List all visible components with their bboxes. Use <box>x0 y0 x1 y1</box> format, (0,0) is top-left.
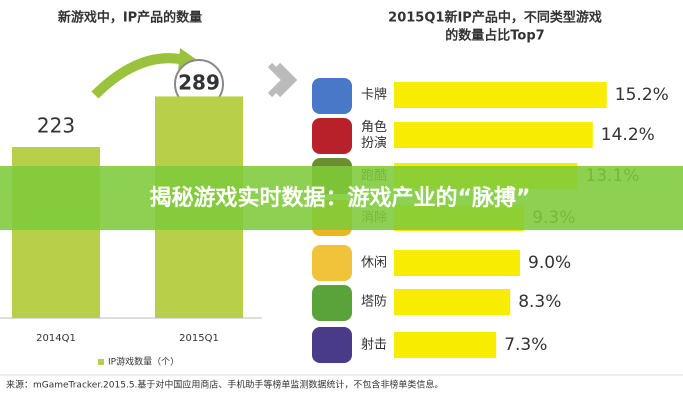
value-label: 223 <box>37 114 75 138</box>
icon <box>312 327 352 363</box>
source: 来源：mGameTracker.2015.5.基于对中国应用商店、手机助手等榜单… <box>6 379 443 391</box>
category-label: 射击 <box>361 337 387 353</box>
icon <box>312 118 352 154</box>
legend-swatch <box>98 359 104 365</box>
value-label: 15.2% <box>615 85 669 105</box>
bar <box>394 122 593 148</box>
banner-band <box>0 166 683 230</box>
icon <box>312 285 352 321</box>
category-label: 休闲 <box>361 256 387 271</box>
x-tick-label: 2014Q1 <box>36 333 76 344</box>
bar <box>394 332 497 358</box>
bar <box>394 250 520 276</box>
arrow <box>267 62 298 98</box>
value-label: 9.0% <box>528 253 571 273</box>
category-label: 角色扮演 <box>361 119 387 151</box>
legend-label: IP游戏数量（个） <box>108 356 179 368</box>
bar <box>394 289 511 315</box>
icon <box>312 78 352 114</box>
category-label: 卡牌 <box>361 87 387 103</box>
icon <box>312 245 352 281</box>
value-label: 7.3% <box>504 335 547 355</box>
left-title: 新游戏中，IP产品的数量 <box>58 10 202 26</box>
value-label: 14.2% <box>601 125 655 145</box>
banner-text: 揭秘游戏实时数据：游戏产业的“脉搏” <box>150 185 531 211</box>
right-title: 2015Q1新IP产品中，不同类型游戏 <box>388 10 602 26</box>
value-label: 8.3% <box>518 292 561 312</box>
category-label: 塔防 <box>361 294 387 310</box>
growth-arrow <box>91 53 187 99</box>
right-title: 的数量占比Top7 <box>445 28 544 44</box>
bar <box>394 82 607 108</box>
value-label: 289 <box>178 71 220 95</box>
x-tick-label: 2015Q1 <box>179 333 219 344</box>
